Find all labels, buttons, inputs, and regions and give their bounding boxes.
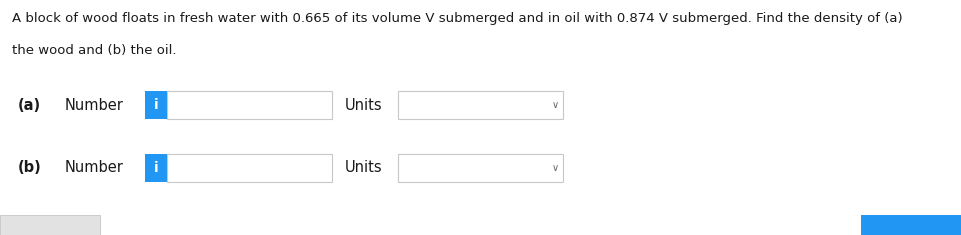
Bar — [861, 215, 961, 235]
Bar — [145, 154, 167, 182]
Bar — [167, 91, 332, 119]
Text: Number: Number — [65, 161, 124, 176]
Text: Units: Units — [345, 98, 382, 113]
Text: (b): (b) — [18, 161, 41, 176]
Text: i: i — [154, 98, 159, 112]
Text: Number: Number — [65, 98, 124, 113]
Text: ∨: ∨ — [552, 163, 558, 173]
Text: the wood and (b) the oil.: the wood and (b) the oil. — [12, 44, 177, 57]
Text: (a): (a) — [18, 98, 41, 113]
Bar — [0, 215, 100, 235]
Bar — [167, 154, 332, 182]
Text: Units: Units — [345, 161, 382, 176]
Bar — [398, 91, 563, 119]
Text: A block of wood floats in fresh water with 0.665 of its volume V submerged and i: A block of wood floats in fresh water wi… — [12, 12, 902, 25]
Bar — [145, 91, 167, 119]
Text: ∨: ∨ — [552, 100, 558, 110]
Bar — [398, 154, 563, 182]
Text: i: i — [154, 161, 159, 175]
